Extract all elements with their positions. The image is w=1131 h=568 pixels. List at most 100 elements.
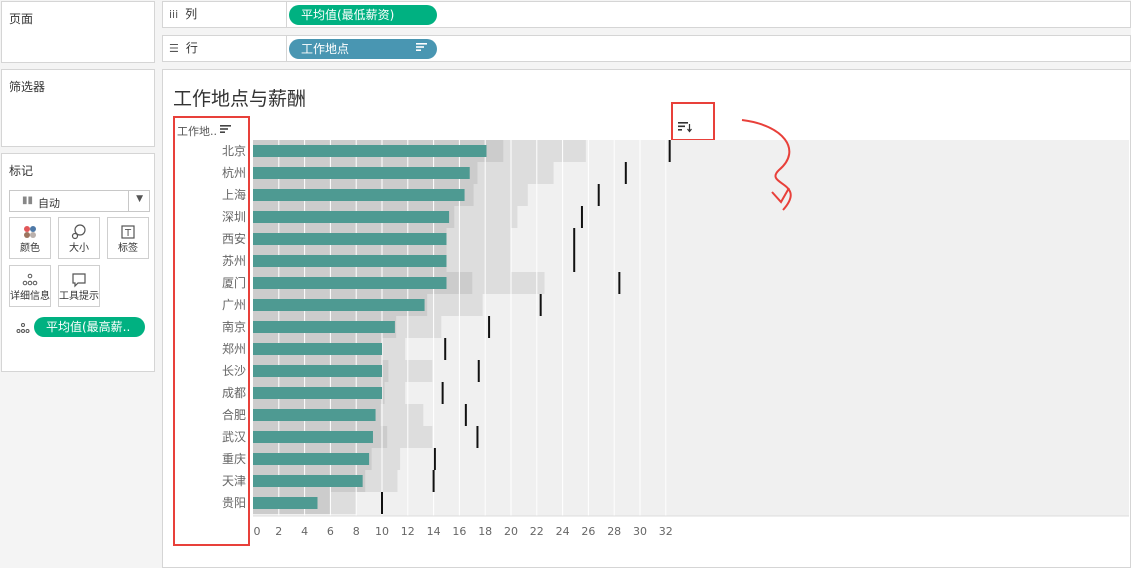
category-label[interactable]: 天津: [222, 474, 246, 488]
x-tick-label: 2: [275, 525, 282, 538]
detail-button-label: 详细信息: [10, 291, 50, 302]
detail-button[interactable]: 详细信息: [9, 265, 51, 307]
marks-card: 标记 ▮▮ 自动 ▼ 颜色 大小 T 标签: [1, 153, 155, 372]
pages-card[interactable]: 页面: [1, 1, 155, 63]
x-tick-label: 20: [504, 525, 518, 538]
size-button-label: 大小: [69, 243, 89, 254]
x-tick-label: 28: [607, 525, 621, 538]
chart-bars: [253, 145, 487, 509]
filters-card-title: 筛选器: [9, 80, 46, 94]
bar-chart-icon: ▮▮: [22, 195, 34, 206]
columns-field-pill[interactable]: 平均值(最低薪资): [289, 5, 437, 25]
mark-type-value: 自动: [38, 197, 60, 210]
x-tick-label: 6: [327, 525, 334, 538]
dropdown-divider: [128, 191, 129, 211]
label-button[interactable]: T 标签: [107, 217, 149, 259]
color-button-label: 颜色: [20, 243, 40, 254]
bar[interactable]: [253, 211, 450, 223]
columns-icon: iii: [169, 8, 179, 21]
detail-icon: [10, 272, 50, 288]
bar[interactable]: [253, 321, 395, 333]
bar[interactable]: [253, 255, 447, 267]
x-tick-label: 0: [254, 525, 261, 538]
svg-text:T: T: [124, 228, 132, 239]
bar[interactable]: [253, 387, 382, 399]
bar[interactable]: [253, 343, 382, 355]
detail-field-pill[interactable]: 平均值(最高薪..: [34, 317, 145, 337]
bar[interactable]: [253, 453, 370, 465]
tooltip-icon: [59, 272, 99, 288]
label-icon: T: [108, 224, 148, 240]
x-tick-label: 18: [478, 525, 492, 538]
x-tick-label: 12: [401, 525, 415, 538]
rows-shelf-title: 行: [185, 41, 198, 55]
x-tick-label: 10: [375, 525, 389, 538]
bar[interactable]: [253, 299, 425, 311]
sheet-title: 工作地点与薪酬: [173, 88, 307, 110]
category-label[interactable]: 长沙: [222, 364, 246, 378]
category-label[interactable]: 重庆: [222, 452, 246, 466]
category-label[interactable]: 郑州: [222, 341, 246, 356]
x-tick-label: 22: [530, 525, 544, 538]
category-label[interactable]: 贵阳: [222, 496, 246, 510]
chart-reference-marks: [381, 140, 671, 514]
rows-icon: ☰: [169, 42, 179, 55]
tooltip-button-label: 工具提示: [59, 291, 99, 302]
columns-shelf-label: iii 列: [163, 2, 287, 27]
annotation-arrowhead: [771, 187, 790, 204]
mark-type-dropdown[interactable]: ▮▮ 自动 ▼: [9, 190, 150, 212]
row-field-header[interactable]: 工作地..: [177, 125, 217, 138]
x-tick-label: 8: [353, 525, 360, 538]
x-tick-label: 16: [452, 525, 466, 538]
rows-shelf[interactable]: ☰ 行 工作地点: [162, 35, 1131, 62]
category-label[interactable]: 杭州: [222, 165, 246, 180]
bar[interactable]: [253, 167, 470, 179]
category-label[interactable]: 广州: [222, 298, 246, 312]
size-button[interactable]: 大小: [58, 217, 100, 259]
bar[interactable]: [253, 189, 465, 201]
annotation-arrow: [741, 119, 792, 211]
columns-shelf[interactable]: iii 列 平均值(最低薪资): [162, 1, 1131, 28]
x-tick-label: 32: [659, 525, 673, 538]
x-tick-label: 4: [301, 525, 308, 538]
axis-sort-icon[interactable]: [678, 121, 692, 136]
category-label[interactable]: 南京: [222, 319, 246, 334]
x-tick-label: 24: [556, 525, 570, 538]
row-header-sort-icon[interactable]: [220, 124, 231, 137]
category-label[interactable]: 苏州: [222, 254, 246, 268]
filters-card[interactable]: 筛选器: [1, 69, 155, 147]
category-label[interactable]: 深圳: [222, 210, 246, 224]
category-label[interactable]: 北京: [222, 144, 246, 158]
bar[interactable]: [253, 431, 373, 443]
category-label[interactable]: 厦门: [222, 275, 246, 290]
size-icon: [59, 224, 99, 240]
bar[interactable]: [253, 365, 382, 377]
bar[interactable]: [253, 409, 376, 421]
pages-card-title: 页面: [9, 12, 34, 26]
x-tick-label: 26: [581, 525, 595, 538]
columns-shelf-title: 列: [185, 7, 198, 21]
bar[interactable]: [253, 233, 447, 245]
detail-pill-icon: [16, 322, 30, 337]
category-label[interactable]: 西安: [222, 231, 246, 246]
bar[interactable]: [253, 277, 447, 289]
x-tick-label: 30: [633, 525, 647, 538]
category-label[interactable]: 成都: [222, 386, 246, 400]
color-icon: [10, 224, 50, 240]
rows-shelf-label: ☰ 行: [163, 36, 287, 61]
bar[interactable]: [253, 497, 318, 509]
category-label[interactable]: 合肥: [222, 407, 246, 422]
category-label[interactable]: 武汉: [222, 430, 246, 444]
tooltip-button[interactable]: 工具提示: [58, 265, 100, 307]
chevron-down-icon[interactable]: ▼: [136, 194, 143, 204]
worksheet-view: 工作地点与薪酬 工作地.. 北京杭州上海深圳西安苏州厦门广州南京郑州长沙成都合肥…: [162, 69, 1131, 568]
annotation-box-row-headers: [173, 116, 250, 546]
color-button[interactable]: 颜色: [9, 217, 51, 259]
label-button-label: 标签: [118, 243, 138, 254]
bar[interactable]: [253, 475, 363, 487]
category-label[interactable]: 上海: [222, 187, 246, 202]
rows-field-pill[interactable]: 工作地点: [289, 39, 437, 59]
bar[interactable]: [253, 145, 487, 157]
